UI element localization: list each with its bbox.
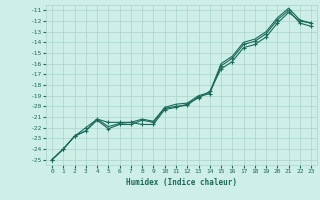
X-axis label: Humidex (Indice chaleur): Humidex (Indice chaleur) <box>126 178 237 187</box>
